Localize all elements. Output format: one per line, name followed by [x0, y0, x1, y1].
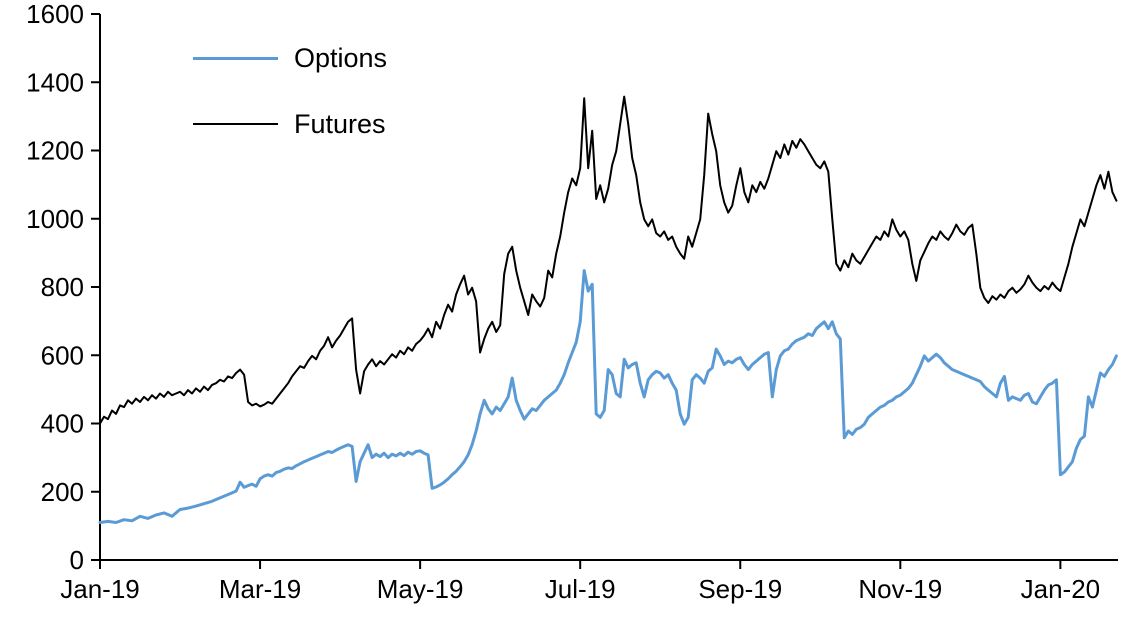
legend-item-futures: Futures — [193, 104, 387, 144]
svg-text:400: 400 — [41, 409, 84, 439]
svg-text:May-19: May-19 — [377, 574, 464, 604]
svg-text:1000: 1000 — [26, 204, 84, 234]
legend-label-futures: Futures — [294, 108, 386, 139]
svg-text:Mar-19: Mar-19 — [219, 574, 301, 604]
svg-text:200: 200 — [41, 477, 84, 507]
svg-text:Sep-19: Sep-19 — [698, 574, 782, 604]
svg-text:1200: 1200 — [26, 136, 84, 166]
svg-text:Jan-20: Jan-20 — [1021, 574, 1101, 604]
legend-label-options: Options — [294, 42, 388, 73]
svg-text:1600: 1600 — [26, 0, 84, 29]
svg-text:800: 800 — [41, 272, 84, 302]
svg-text:Nov-19: Nov-19 — [858, 574, 942, 604]
futures-line-swatch — [193, 123, 278, 125]
svg-text:0: 0 — [70, 545, 84, 575]
legend-item-options: Options — [193, 38, 387, 78]
svg-text:1400: 1400 — [26, 67, 84, 97]
svg-text:600: 600 — [41, 340, 84, 370]
svg-text:Jan-19: Jan-19 — [60, 574, 140, 604]
chart-legend: Options Futures — [193, 38, 387, 170]
svg-text:Jul-19: Jul-19 — [545, 574, 616, 604]
options-line-swatch — [193, 56, 278, 60]
